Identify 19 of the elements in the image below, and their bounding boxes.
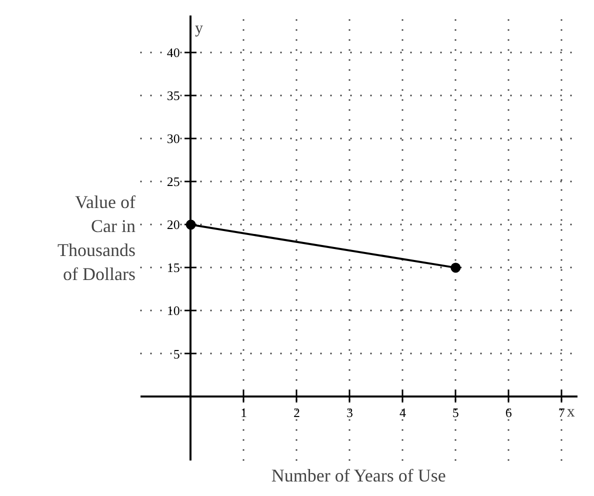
annotation: x: [566, 404, 575, 421]
x-tick-label: 7: [558, 404, 566, 420]
y-tick-label: 10: [166, 303, 180, 318]
y-tick-label: 15: [166, 260, 180, 276]
annotation: y: [195, 20, 204, 37]
y-tick-label: 40: [166, 45, 180, 60]
x-axis-title: Number of Years of Use: [271, 466, 446, 486]
y-tick-label: 5: [173, 346, 180, 362]
y-tick-label: 35: [166, 88, 180, 104]
y-tick-label: 30: [166, 131, 180, 146]
x-tick-label: 4: [399, 404, 406, 420]
x-tick-label: 1: [240, 404, 248, 420]
x-tick-label: 6: [505, 404, 512, 420]
y-tick-label: 25: [166, 174, 180, 190]
x-tick-label: 5: [452, 404, 459, 420]
y-axis-title: Value of Car in Thousands of Dollars: [58, 192, 136, 284]
x-tick-label: 2: [294, 404, 300, 420]
x-tick-label: 3: [346, 404, 353, 420]
y-tick-label: 20: [166, 217, 180, 232]
